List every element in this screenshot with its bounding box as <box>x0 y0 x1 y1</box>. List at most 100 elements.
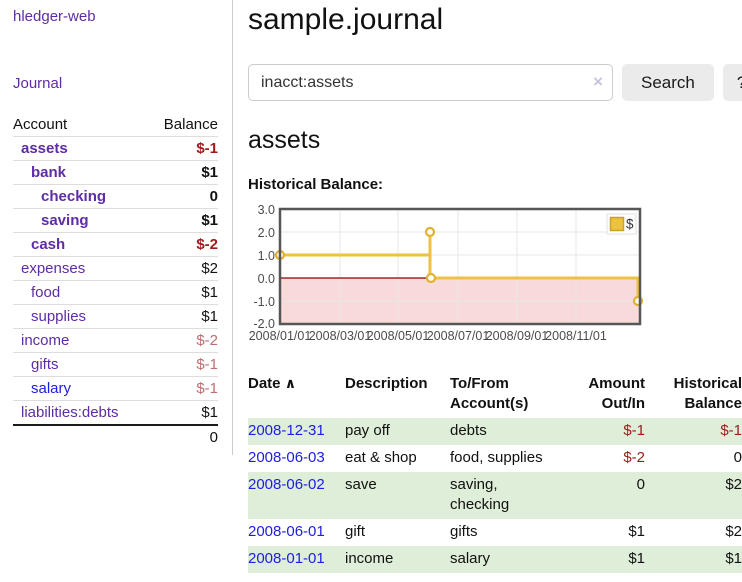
account-balance: $-1 <box>148 136 218 161</box>
y-tick-label: 3.0 <box>258 205 275 217</box>
transaction-date-link[interactable]: 2008-12-31 <box>248 421 325 439</box>
transaction-description: income <box>345 545 450 573</box>
app-title-link[interactable]: hledger-web <box>13 8 96 25</box>
transaction-accounts: debts <box>450 417 547 445</box>
account-balance: $-1 <box>148 352 218 377</box>
y-tick-label: -1.0 <box>253 295 275 309</box>
chart-canvas[interactable]: 3.0 2.0 1.0 0.0 -1.0 -2.0 <box>248 205 646 329</box>
legend-swatch <box>609 216 625 232</box>
chart-legend: $ <box>606 213 637 235</box>
transaction-balance: $1 <box>645 545 742 573</box>
account-balance: $2 <box>148 256 218 281</box>
help-button[interactable]: ? <box>722 64 742 101</box>
sidebar-item-journal[interactable]: Journal <box>13 75 63 92</box>
account-column-header: Account <box>13 116 68 133</box>
y-tick-label: 2.0 <box>258 226 275 240</box>
transaction-description: save <box>345 471 450 519</box>
account-row-income: income $-2 <box>13 328 218 353</box>
y-tick-label: -2.0 <box>253 317 275 329</box>
account-balance: $1 <box>148 160 218 185</box>
balance-column-header: Historical Balance <box>673 375 742 412</box>
account-link-income[interactable]: income <box>21 332 70 349</box>
transaction-accounts: gifts <box>450 522 478 540</box>
x-tick-label: 2008/11/01 <box>545 329 607 343</box>
register-row: 2008-12-31 pay off debts $-1 $-1 <box>248 417 742 445</box>
legend-label: $ <box>626 217 634 232</box>
transaction-amount: 0 <box>547 471 645 519</box>
account-row-saving: saving $1 <box>13 208 218 233</box>
transaction-date-link[interactable]: 2008-01-01 <box>248 549 325 567</box>
transaction-balance: 0 <box>733 448 742 466</box>
register-row: 2008-06-02 save saving, checking 0 $2 <box>248 471 742 519</box>
historical-balance-chart[interactable]: 3.0 2.0 1.0 0.0 -1.0 -2.0 <box>248 205 648 347</box>
x-tick-label: 2008/03/01 <box>308 329 372 343</box>
transaction-amount: $1 <box>547 545 645 573</box>
account-balance-table: Account Balance assets $-1 bank $1 check… <box>13 113 218 449</box>
account-row-checking: checking 0 <box>13 184 218 209</box>
sort-ascending-icon: ∧ <box>284 375 297 391</box>
transaction-date-link[interactable]: 2008-06-03 <box>248 448 325 466</box>
account-row-assets: assets $-1 <box>13 136 218 161</box>
account-balance: 0 <box>148 184 218 209</box>
account-balance: $1 <box>148 304 218 329</box>
account-link-salary[interactable]: salary <box>31 380 72 397</box>
sidebar: hledger-web Journal Account Balance asse… <box>0 0 233 455</box>
account-link-saving[interactable]: saving <box>41 212 89 229</box>
x-tick-label: 2008/07/01 <box>426 329 490 343</box>
account-row-cash: cash $-2 <box>13 232 218 257</box>
x-tick-label: 2008/09/01 <box>485 329 549 343</box>
account-balance: $1 <box>148 280 218 305</box>
account-link-food[interactable]: food <box>31 284 61 301</box>
chart-title: Historical Balance: <box>248 176 384 193</box>
transaction-date-link[interactable]: 2008-06-02 <box>248 475 325 493</box>
register-row: 2008-06-03 eat & shop food, supplies $-2… <box>248 445 742 472</box>
transaction-date-link[interactable]: 2008-06-01 <box>248 522 325 540</box>
account-heading: assets <box>248 126 321 154</box>
balance-column-header: Balance <box>163 116 218 133</box>
description-column-header: Description <box>345 375 428 392</box>
account-row-expenses: expenses $2 <box>13 256 218 281</box>
transaction-accounts: salary <box>450 545 547 573</box>
x-axis-labels: 2008/01/01 2008/03/01 2008/05/01 2008/07… <box>248 329 648 347</box>
account-row-liabilities-debts: liabilities:debts $1 <box>13 400 218 425</box>
y-tick-label: 1.0 <box>258 249 275 263</box>
account-link-liabilities-debts[interactable]: liabilities:debts <box>21 404 119 421</box>
transaction-amount: $-2 <box>623 448 645 466</box>
transaction-balance: $-1 <box>645 417 742 445</box>
transaction-balance: $2 <box>645 471 742 519</box>
search-button[interactable]: Search <box>622 64 714 101</box>
account-row-gifts: gifts $-1 <box>13 352 218 377</box>
account-row-bank: bank $1 <box>13 160 218 185</box>
account-total-row: 0 <box>13 424 218 449</box>
register-table: Date ∧ Description To/From Account(s) Am… <box>248 371 742 573</box>
balance-series-line <box>280 232 640 301</box>
account-link-gifts[interactable]: gifts <box>31 356 59 373</box>
transaction-accounts: saving, checking <box>450 471 547 519</box>
search-input[interactable] <box>248 64 613 101</box>
search-form: × Search ? <box>248 64 742 101</box>
accounts-column-header: To/From Account(s) <box>450 375 529 412</box>
clear-search-icon[interactable]: × <box>593 72 603 91</box>
account-balance: $-1 <box>148 376 218 401</box>
account-total-balance: 0 <box>148 424 218 449</box>
account-balance: $1 <box>148 208 218 233</box>
account-link-expenses[interactable]: expenses <box>21 260 86 277</box>
amount-column-header: Amount Out/In <box>588 375 645 412</box>
x-tick-label: 2008/01/01 <box>248 329 312 343</box>
account-link-assets[interactable]: assets <box>21 140 68 157</box>
main-content: sample.journal × Search ? assets Histori… <box>233 0 742 573</box>
y-tick-label: 0.0 <box>258 272 275 286</box>
x-tick-label: 2008/05/01 <box>366 329 430 343</box>
register-header-row: Date ∧ Description To/From Account(s) Am… <box>248 371 742 418</box>
register-row: 2008-01-01 income salary $1 $1 <box>248 545 742 573</box>
account-link-supplies[interactable]: supplies <box>31 308 87 325</box>
account-link-bank[interactable]: bank <box>31 164 67 181</box>
account-link-checking[interactable]: checking <box>41 188 107 205</box>
transaction-balance: $2 <box>725 522 742 540</box>
account-balance: $-2 <box>148 328 218 353</box>
account-balance: $1 <box>148 400 218 425</box>
account-balance: $-2 <box>148 232 218 257</box>
account-link-cash[interactable]: cash <box>31 236 66 253</box>
register-row: 2008-06-01 gift gifts $1 $2 <box>248 519 742 546</box>
